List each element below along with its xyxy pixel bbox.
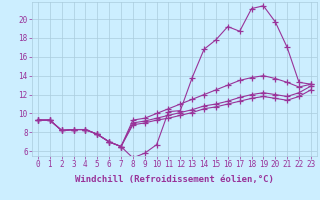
X-axis label: Windchill (Refroidissement éolien,°C): Windchill (Refroidissement éolien,°C) [75, 175, 274, 184]
